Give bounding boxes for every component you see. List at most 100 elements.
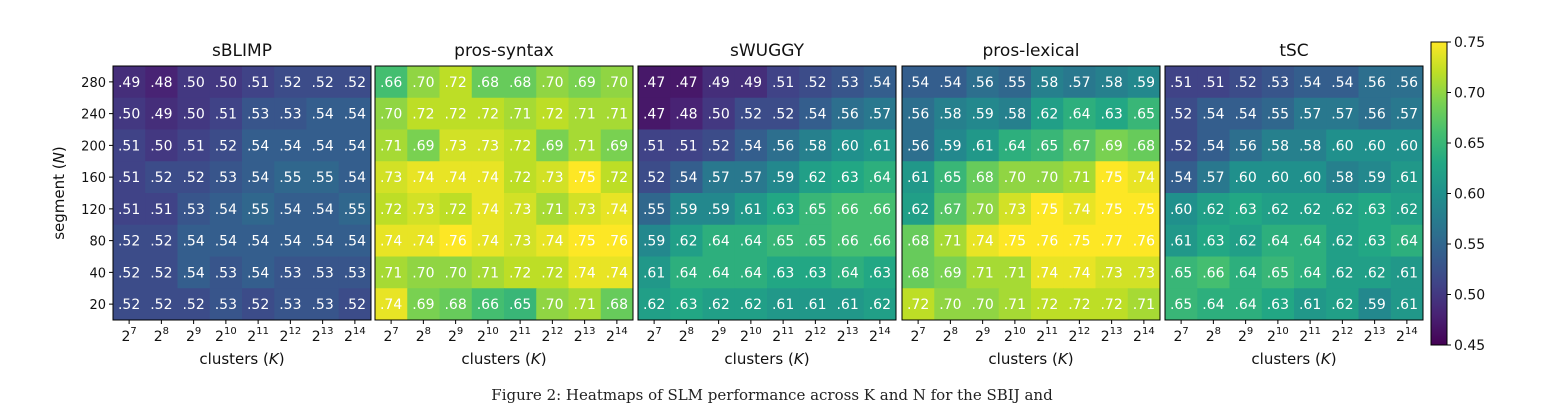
x-tick-label: 27 xyxy=(910,326,925,345)
heatmap-cell xyxy=(471,97,505,130)
heatmap-cell xyxy=(1390,256,1424,289)
heatmap-cell xyxy=(1095,224,1129,257)
cell-value-label: .74 xyxy=(1068,265,1090,281)
cell-value-label: .65 xyxy=(509,297,531,313)
cell-value-label: .57 xyxy=(869,107,891,123)
cell-value-label: .58 xyxy=(1036,75,1058,91)
heatmap-cell xyxy=(638,66,671,99)
heatmap-cell xyxy=(471,161,505,194)
heatmap-cell xyxy=(242,97,275,130)
heatmap-cell xyxy=(998,66,1032,99)
heatmap-cell xyxy=(1197,193,1230,226)
heatmap-cell xyxy=(670,288,703,321)
heatmap-cell xyxy=(338,288,372,321)
cell-value-label: .72 xyxy=(380,202,402,218)
heatmap-cell xyxy=(113,66,146,99)
heatmap-cell xyxy=(306,224,340,257)
x-axis-label: clusters (K) xyxy=(988,350,1073,368)
cell-value-label: .54 xyxy=(311,202,333,218)
heatmap-cell xyxy=(177,193,211,226)
cell-value-label: .64 xyxy=(675,265,697,281)
x-tick-label: 29 xyxy=(711,326,726,345)
cell-value-label: .74 xyxy=(1133,170,1155,186)
heatmap-cell xyxy=(1390,66,1424,99)
heatmap-cell xyxy=(734,193,768,226)
cell-value-label: .63 xyxy=(772,265,794,281)
cell-value-label: .71 xyxy=(380,265,402,281)
cell-value-label: .54 xyxy=(247,138,269,154)
heatmap-cell xyxy=(934,256,967,289)
cell-value-label: .54 xyxy=(675,170,697,186)
heatmap-cell xyxy=(1127,288,1161,321)
panel-title-swuggy: sWUGGY xyxy=(730,41,805,61)
cell-value-label: .53 xyxy=(279,107,301,123)
cell-value-label: .64 xyxy=(707,265,729,281)
cell-value-label: .71 xyxy=(509,107,531,123)
heatmap-cell xyxy=(1358,161,1392,194)
cell-value-label: .52 xyxy=(344,75,366,91)
cell-value-label: .72 xyxy=(412,107,434,123)
cell-value-label: .70 xyxy=(380,107,402,123)
heatmap-cell xyxy=(1095,161,1129,194)
cell-value-label: .57 xyxy=(707,170,729,186)
heatmap-cell xyxy=(1294,193,1327,226)
heatmap-cell xyxy=(568,288,602,321)
heatmap-cell xyxy=(504,129,537,162)
cell-value-label: .50 xyxy=(182,107,204,123)
cell-value-label: .63 xyxy=(869,265,891,281)
heatmap-cell xyxy=(902,97,935,130)
heatmap-cell xyxy=(274,288,307,321)
heatmap-cell xyxy=(242,66,275,99)
cell-value-label: .73 xyxy=(412,202,434,218)
heatmap-cell xyxy=(767,129,800,162)
cell-value-label: .72 xyxy=(1036,297,1058,313)
cell-value-label: .54 xyxy=(1202,107,1224,123)
cell-value-label: .51 xyxy=(215,107,237,123)
cell-value-label: .62 xyxy=(1267,202,1289,218)
cell-value-label: .62 xyxy=(1202,202,1224,218)
heatmap-cell xyxy=(831,224,865,257)
cell-value-label: .55 xyxy=(279,170,301,186)
x-tick-label: 211 xyxy=(772,326,794,345)
cell-value-label: .54 xyxy=(311,107,333,123)
heatmap-cell xyxy=(568,129,602,162)
y-tick-label: 240 xyxy=(81,108,106,123)
heatmap-cell xyxy=(1358,193,1392,226)
cell-value-label: .59 xyxy=(1363,297,1385,313)
heatmap-cell xyxy=(536,129,569,162)
heatmap-cell xyxy=(863,161,897,194)
heatmap-cell xyxy=(767,224,800,257)
cell-value-label: .50 xyxy=(150,138,172,154)
heatmap-cell xyxy=(145,161,178,194)
cell-value-label: .54 xyxy=(311,234,333,250)
cell-value-label: .60 xyxy=(1331,138,1353,154)
cell-value-label: .50 xyxy=(215,75,237,91)
x-tick-label: 211 xyxy=(1299,326,1321,345)
cell-value-label: .68 xyxy=(509,75,531,91)
cell-value-label: .73 xyxy=(541,170,563,186)
cell-value-label: .59 xyxy=(643,234,665,250)
cell-value-label: .70 xyxy=(444,265,466,281)
colorbar-tick-label: 0.45 xyxy=(1454,338,1485,354)
cell-value-label: .52 xyxy=(1170,107,1192,123)
heatmap-cell xyxy=(638,224,671,257)
heatmap-cell xyxy=(670,66,703,99)
heatmap-cell xyxy=(863,193,897,226)
heatmap-cell xyxy=(113,161,146,194)
cell-value-label: .56 xyxy=(1234,138,1256,154)
cell-value-label: .51 xyxy=(1202,75,1224,91)
heatmap-cell xyxy=(670,97,703,130)
heatmap-cell xyxy=(145,66,178,99)
heatmap-cell xyxy=(1031,66,1064,99)
heatmap-cell xyxy=(1358,129,1392,162)
heatmap-cell xyxy=(536,224,569,257)
heatmap-cell xyxy=(1031,161,1064,194)
heatmap-cell xyxy=(966,288,1000,321)
cell-value-label: .66 xyxy=(869,234,891,250)
cell-value-label: .51 xyxy=(118,170,140,186)
cell-value-label: .73 xyxy=(509,234,531,250)
cell-value-label: .53 xyxy=(311,297,333,313)
cell-value-label: .58 xyxy=(804,138,826,154)
heatmap-cell xyxy=(306,161,340,194)
cell-value-label: .54 xyxy=(279,202,301,218)
